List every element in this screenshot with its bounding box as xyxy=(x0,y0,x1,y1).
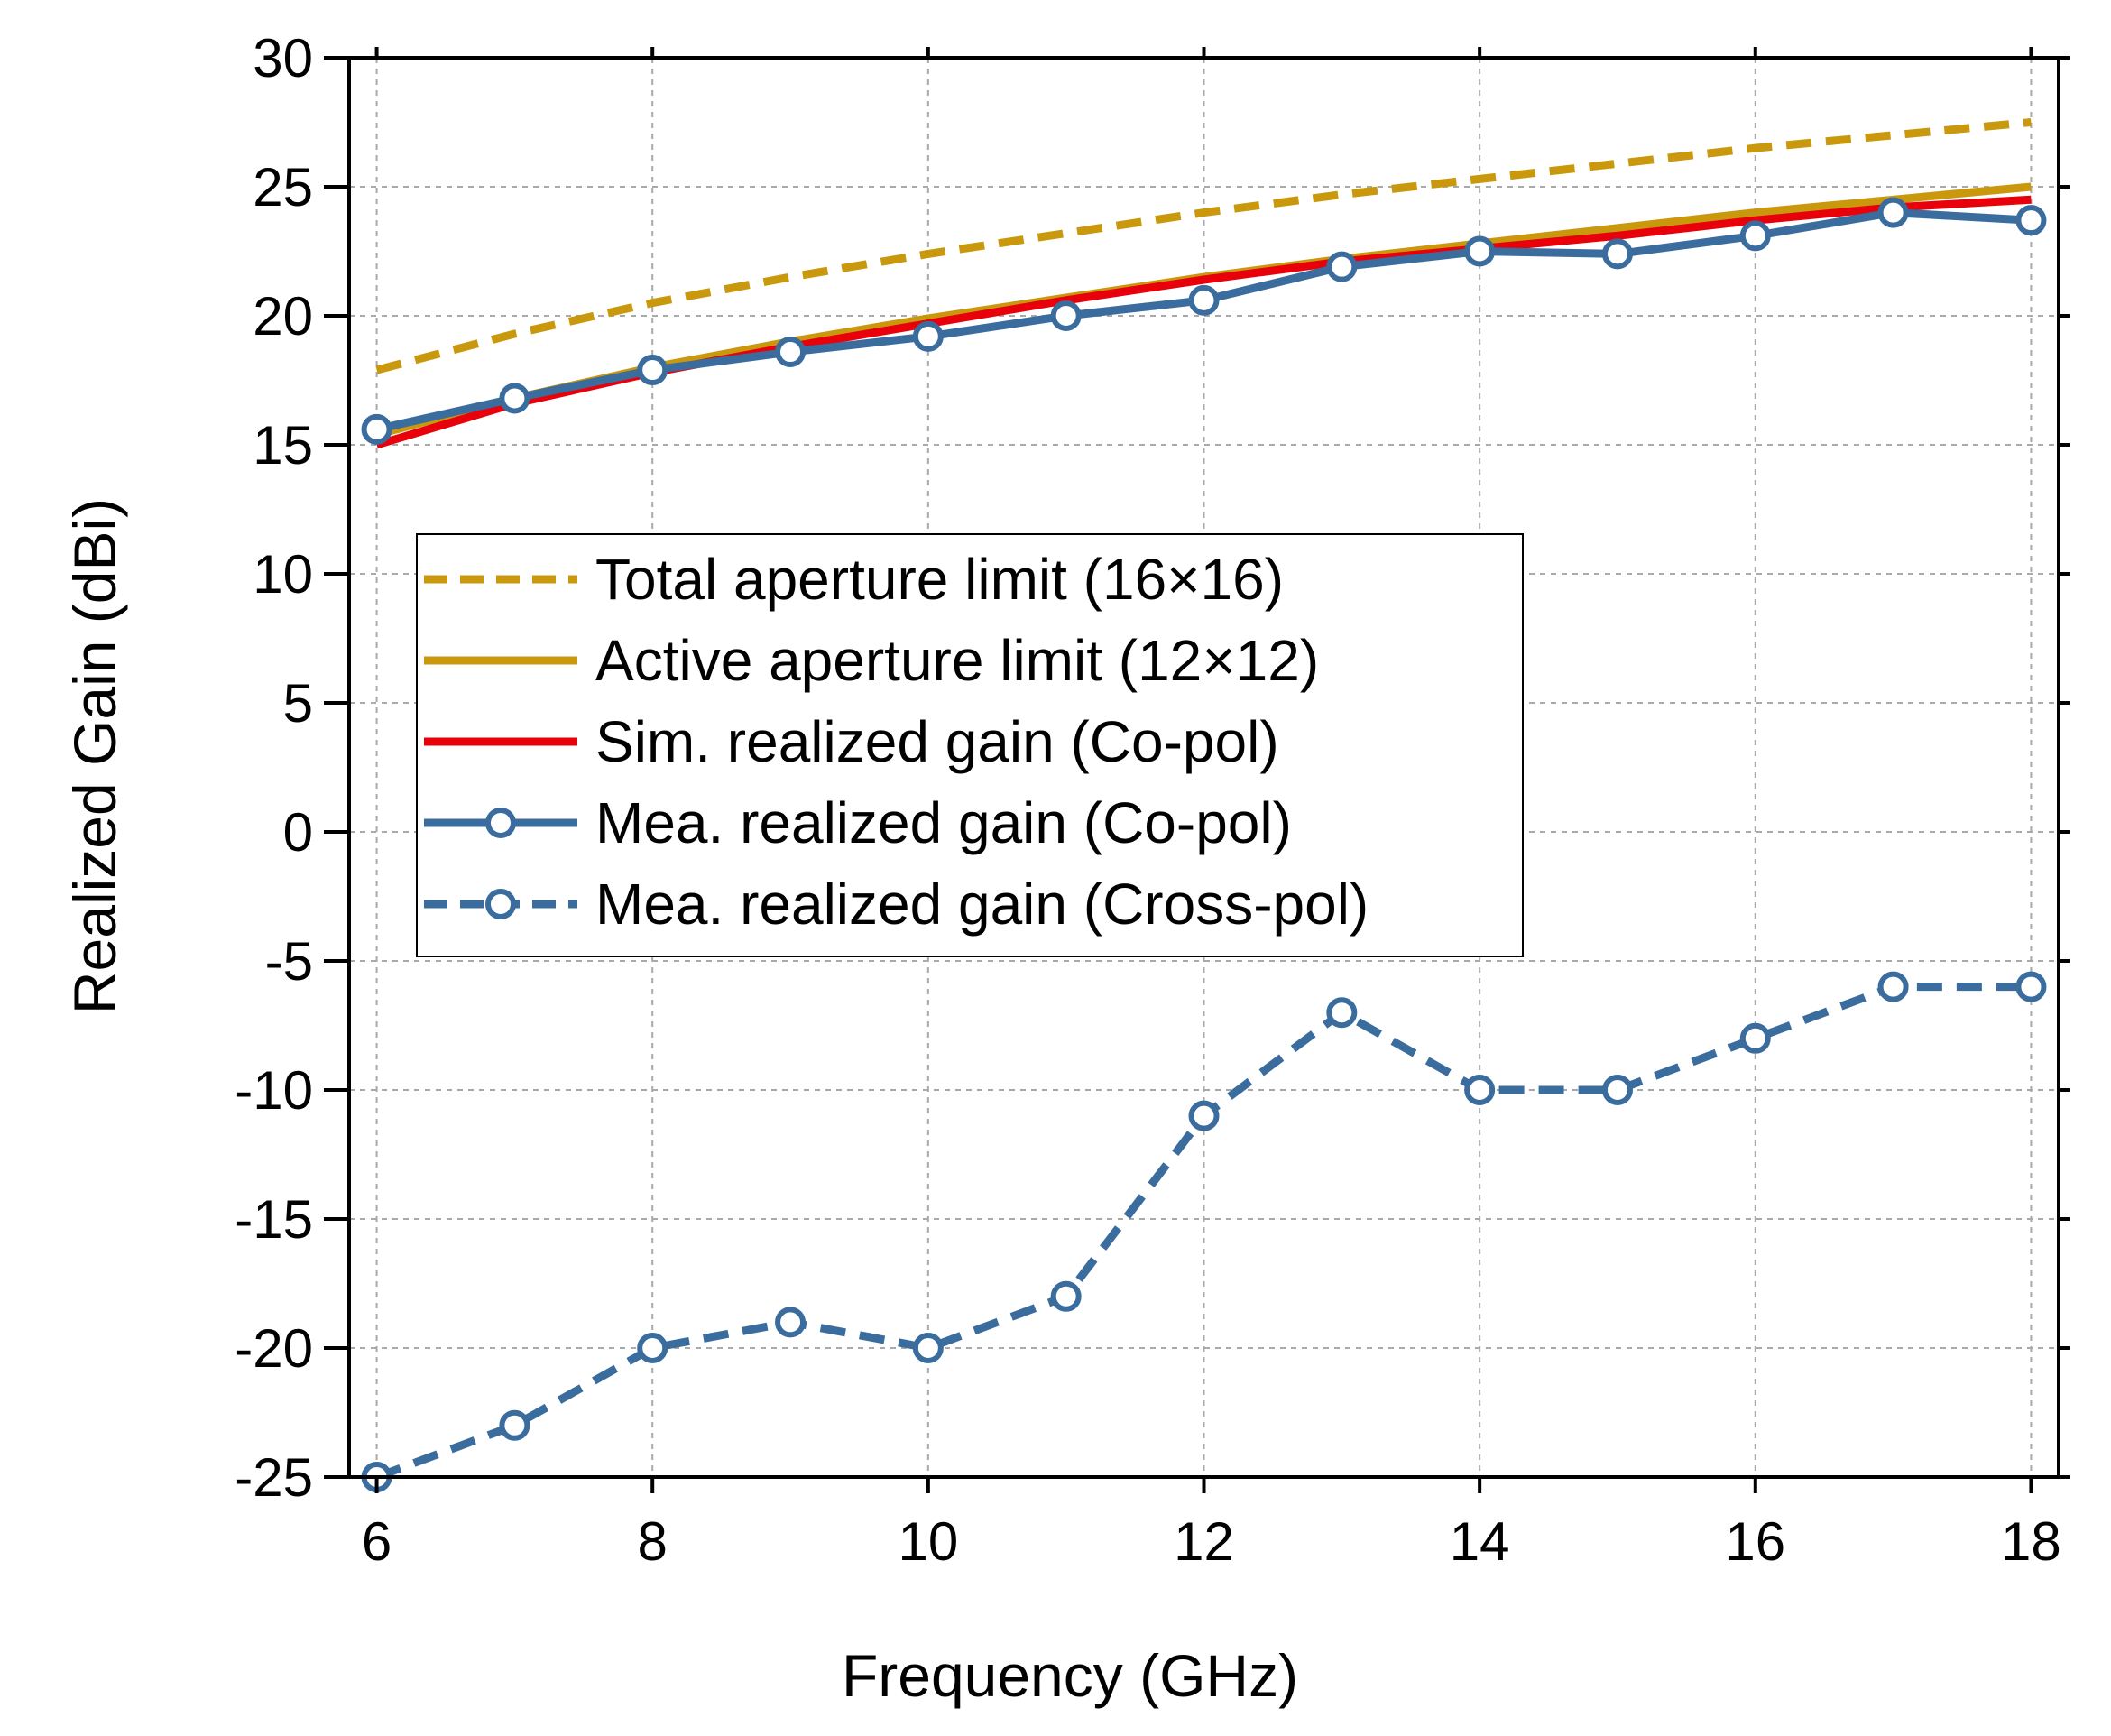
series-4-point-17 xyxy=(1877,197,1909,228)
series-4-point-15 xyxy=(1601,238,1633,270)
series-5-point-9 xyxy=(775,1307,807,1338)
series-4-point-14 xyxy=(1464,235,1496,267)
series-5-point-16 xyxy=(1739,1022,1771,1054)
legend-box xyxy=(416,533,1524,957)
series-4-point-11 xyxy=(1050,300,1082,331)
series-5-point-10 xyxy=(912,1333,944,1363)
y-tick-label-25: 25 xyxy=(253,157,313,217)
x-tick-label-16: 16 xyxy=(1725,1511,1785,1572)
x-tick-label-6: 6 xyxy=(362,1511,392,1572)
legend-marker-5 xyxy=(485,889,516,919)
y-tick-label-15: 15 xyxy=(253,415,313,476)
series-1 xyxy=(375,118,2032,374)
y-tick-label-5: 5 xyxy=(283,673,313,734)
axis-ticks: 6 8 10 12 14 16 18 -25 -20 -15 -10 -5 0 5 10 15 20 25 30 xyxy=(235,28,2070,1572)
series-4-point-12 xyxy=(1188,284,1220,316)
series-4-point-18 xyxy=(2015,205,2047,236)
y-tick-label-0: 0 xyxy=(283,802,313,863)
legend-label-3: Sim. realized gain (Co-pol) xyxy=(595,709,1279,774)
x-tick-label-8: 8 xyxy=(638,1511,668,1572)
series-5-point-14 xyxy=(1464,1075,1496,1105)
series-4-point-16 xyxy=(1739,220,1771,252)
y-tick-label--5: -5 xyxy=(265,931,313,992)
series-5-point-15 xyxy=(1601,1075,1633,1105)
series-4-point-13 xyxy=(1326,251,1358,282)
series-1-line xyxy=(375,118,2032,374)
series-4 xyxy=(361,197,2047,445)
y-axis-title: Realized Gain (dBi) xyxy=(61,498,128,1014)
series-5 xyxy=(361,971,2047,1492)
y-tick-label--15: -15 xyxy=(235,1189,313,1250)
y-tick-label--10: -10 xyxy=(235,1060,313,1121)
legend-marker-4 xyxy=(485,808,516,838)
series-5-point-12 xyxy=(1188,1100,1220,1131)
x-tick-label-12: 12 xyxy=(1174,1511,1234,1572)
series-4-point-10 xyxy=(912,320,944,352)
x-tick-label-10: 10 xyxy=(898,1511,958,1572)
legend: Total aperture limit (16×16) Active apert… xyxy=(416,533,1524,957)
y-tick-label-30: 30 xyxy=(253,28,313,88)
series-4-point-9 xyxy=(775,337,807,368)
x-tick-label-18: 18 xyxy=(2001,1511,2061,1572)
series-5-point-13 xyxy=(1326,997,1358,1029)
x-tick-label-14: 14 xyxy=(1450,1511,1510,1572)
series-layer xyxy=(361,118,2047,1492)
series-5-point-17 xyxy=(1877,971,1909,1002)
legend-label-1: Total aperture limit (16×16) xyxy=(595,547,1284,612)
series-5-point-7 xyxy=(499,1409,530,1441)
series-5-point-11 xyxy=(1050,1280,1082,1312)
legend-label-5: Mea. realized gain (Cross-pol) xyxy=(595,872,1369,937)
series-5-point-18 xyxy=(2015,971,2047,1002)
y-tick-label--25: -25 xyxy=(235,1447,313,1508)
series-4-point-8 xyxy=(637,355,668,386)
legend-label-4: Mea. realized gain (Co-pol) xyxy=(595,790,1292,855)
legend-label-2: Active aperture limit (12×12) xyxy=(595,628,1319,693)
series-5-point-8 xyxy=(637,1333,668,1363)
series-4-point-6 xyxy=(361,413,392,445)
x-axis-title: Frequency (GHz) xyxy=(842,1642,1298,1709)
series-4-point-7 xyxy=(499,383,530,414)
y-tick-label-20: 20 xyxy=(253,286,313,346)
y-tick-label--20: -20 xyxy=(235,1318,313,1379)
y-tick-label-10: 10 xyxy=(253,544,313,605)
